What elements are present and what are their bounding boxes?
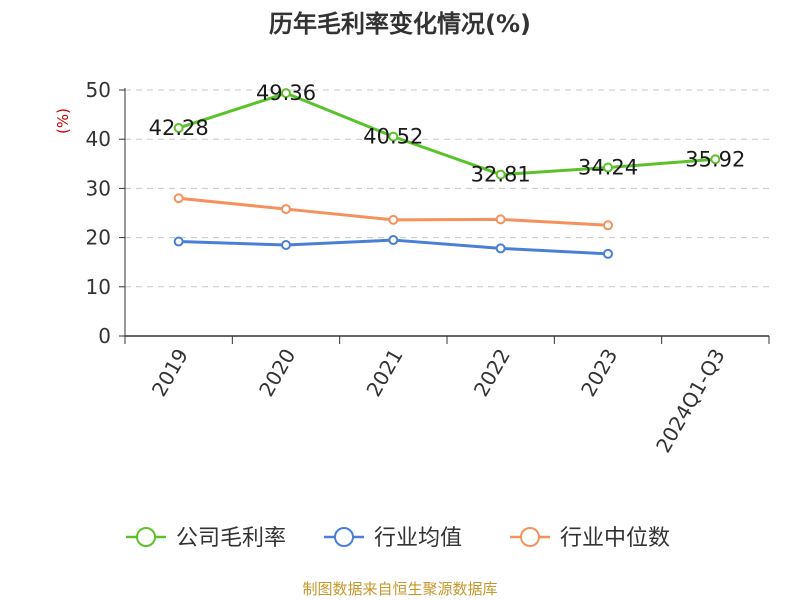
data-point <box>173 236 184 247</box>
data-point <box>495 243 506 254</box>
legend: 公司毛利率 行业均值 行业中位数 <box>126 526 670 551</box>
data-point <box>603 248 613 259</box>
data-label: 49.36 <box>256 81 316 105</box>
x-tick-label: 2020 <box>254 345 300 401</box>
legend-label: 行业均值 <box>374 526 462 551</box>
y-tick-label: 30 <box>86 176 111 200</box>
legend-label: 公司毛利率 <box>176 526 286 551</box>
y-tick-label: 40 <box>86 127 111 151</box>
data-point <box>495 169 506 180</box>
data-point <box>388 214 399 225</box>
data-label: 40.52 <box>363 125 423 149</box>
data-point <box>603 220 613 231</box>
x-tick-label: 2019 <box>147 345 193 401</box>
series-line <box>178 91 716 177</box>
data-point <box>495 214 506 225</box>
y-tick-label: 0 <box>98 324 111 348</box>
data-label: 34.24 <box>578 156 638 180</box>
y-tick-label: 50 <box>86 78 111 102</box>
data-label: 42.28 <box>149 116 209 140</box>
data-point <box>710 154 721 165</box>
data-point <box>281 239 291 250</box>
x-tick-label: 2021 <box>361 345 407 401</box>
legend-marker <box>136 527 156 547</box>
data-label: 32.81 <box>471 163 531 187</box>
x-tick-label: 2024Q1-Q3 <box>651 345 730 457</box>
x-tick-label: 2022 <box>469 344 515 400</box>
data-label-layer: 42.28 49.36 40.52 32.81 34.24 35.92 <box>149 81 746 186</box>
data-label: 35.92 <box>685 147 745 171</box>
data-point <box>388 131 399 142</box>
legend-marker <box>520 527 540 547</box>
data-source-note: 制图数据来自恒生聚源数据库 <box>302 580 498 598</box>
series-layer <box>173 88 721 259</box>
data-point <box>173 193 184 204</box>
legend-marker <box>334 527 354 547</box>
grid-layer <box>125 89 769 288</box>
y-tick-label: 10 <box>86 275 111 299</box>
data-point <box>281 204 291 215</box>
chart-title: 历年毛利率变化情况(%) <box>269 10 531 38</box>
data-point <box>603 162 613 173</box>
data-point <box>281 88 291 99</box>
y-tick-label: 20 <box>86 226 111 250</box>
legend-label: 行业中位数 <box>560 526 670 551</box>
data-point <box>173 122 184 133</box>
data-point <box>388 235 399 246</box>
x-tick-label: 2023 <box>576 345 622 401</box>
